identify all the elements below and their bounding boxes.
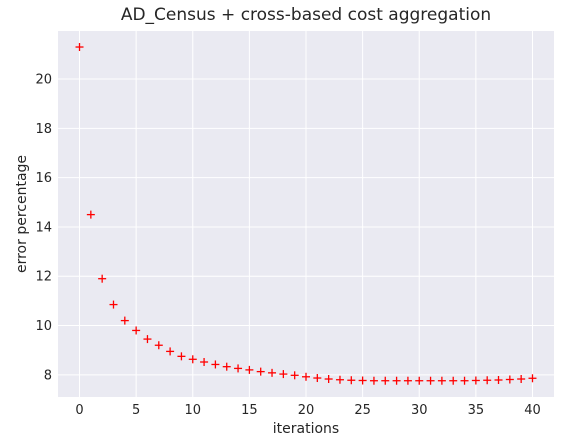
data-point bbox=[437, 376, 446, 385]
data-point bbox=[358, 376, 367, 385]
data-point bbox=[449, 376, 458, 385]
data-point bbox=[188, 355, 197, 364]
data-point bbox=[460, 376, 469, 385]
data-point bbox=[211, 360, 220, 369]
data-point bbox=[381, 376, 390, 385]
x-tick-label: 15 bbox=[241, 403, 258, 418]
data-point bbox=[494, 375, 503, 384]
x-tick-label: 20 bbox=[298, 403, 315, 418]
y-tick-label: 12 bbox=[35, 270, 52, 285]
data-point bbox=[120, 316, 129, 325]
data-point bbox=[426, 376, 435, 385]
data-point bbox=[290, 371, 299, 380]
data-point bbox=[392, 376, 401, 385]
tick-labels: 0 5 10 15 20 25 30 35 40 8 10 12 14 16 18 20 bbox=[35, 73, 540, 418]
data-point bbox=[279, 370, 288, 379]
data-point bbox=[505, 375, 514, 384]
chart-title: AD_Census + cross-based cost aggregation bbox=[121, 5, 491, 25]
y-axis-label: error percentage bbox=[14, 155, 30, 273]
data-point bbox=[483, 376, 492, 385]
data-point bbox=[98, 274, 107, 283]
x-axis-label: iterations bbox=[273, 421, 339, 437]
x-tick-label: 10 bbox=[184, 403, 201, 418]
y-tick-label: 8 bbox=[44, 368, 52, 383]
y-tick-label: 16 bbox=[35, 171, 52, 186]
data-point bbox=[369, 376, 378, 385]
data-point bbox=[222, 362, 231, 371]
data-point bbox=[75, 43, 84, 52]
data-point bbox=[268, 368, 277, 377]
data-point bbox=[200, 358, 209, 367]
y-tick-label: 10 bbox=[35, 319, 52, 334]
data-point bbox=[177, 352, 186, 361]
data-point bbox=[86, 210, 95, 219]
data-point bbox=[245, 365, 254, 374]
data-point bbox=[517, 375, 526, 384]
data-point bbox=[302, 372, 310, 381]
data-point bbox=[109, 300, 118, 309]
data-point bbox=[335, 375, 344, 384]
data-point bbox=[143, 335, 152, 344]
x-tick-label: 30 bbox=[411, 403, 428, 418]
y-tick-label: 18 bbox=[35, 122, 52, 137]
data-point bbox=[471, 376, 480, 385]
data-point bbox=[403, 376, 412, 385]
y-tick-label: 14 bbox=[35, 220, 52, 235]
data-point bbox=[415, 376, 424, 385]
data-point bbox=[528, 374, 537, 383]
x-tick-label: 25 bbox=[354, 403, 371, 418]
data-point bbox=[234, 364, 243, 373]
x-tick-label: 5 bbox=[132, 403, 140, 418]
data-point bbox=[313, 374, 322, 383]
data-point bbox=[132, 326, 141, 335]
x-tick-label: 40 bbox=[524, 403, 541, 418]
data-point bbox=[154, 341, 163, 350]
data-point bbox=[256, 367, 265, 376]
x-tick-label: 35 bbox=[468, 403, 485, 418]
data-points bbox=[75, 43, 537, 385]
y-tick-label: 20 bbox=[35, 73, 52, 88]
data-point bbox=[166, 347, 175, 356]
x-tick-label: 0 bbox=[75, 403, 83, 418]
data-point bbox=[324, 375, 333, 384]
data-point bbox=[347, 376, 356, 385]
